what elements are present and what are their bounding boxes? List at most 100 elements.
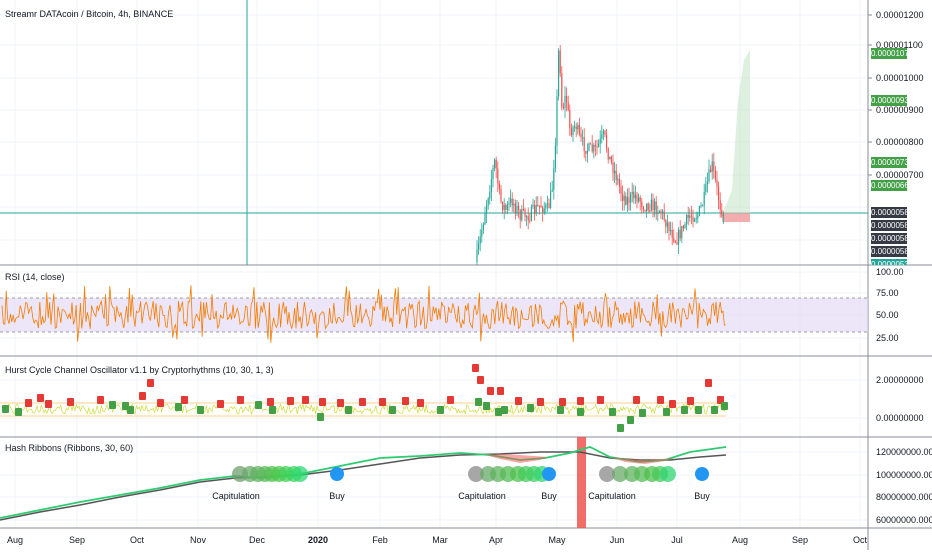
price-tag: 0.00000531 — [871, 259, 907, 265]
candle-body — [689, 215, 691, 218]
candle-body — [559, 50, 561, 74]
capitulation-fill — [610, 457, 675, 464]
candle-body — [534, 205, 536, 214]
time-axis-label: Aug — [732, 535, 748, 545]
candle-body — [666, 222, 668, 227]
candle-body — [626, 197, 628, 205]
hash-axis-label: 120000000.00000000 — [876, 447, 932, 457]
candle-body — [511, 198, 513, 206]
candle-body — [614, 170, 616, 174]
hurst-sell-marker — [497, 387, 504, 395]
hurst-buy-marker — [627, 416, 634, 424]
hurst-sell-marker — [287, 397, 294, 405]
hurst-sell-marker — [657, 396, 664, 404]
candle-body — [628, 197, 630, 203]
hurst-buy-marker — [15, 408, 22, 416]
candle-body — [540, 205, 542, 208]
candle-body — [674, 241, 676, 243]
hurst-sell-marker — [537, 398, 544, 406]
candle-body — [492, 168, 494, 180]
candle-body — [572, 126, 574, 136]
candle-body — [591, 144, 593, 152]
buy-dot — [542, 467, 556, 481]
hurst-sell-marker — [337, 399, 344, 407]
hurst-sell-marker — [157, 399, 164, 407]
candle-body — [711, 161, 713, 173]
rsi-axis-label: 25.00 — [876, 333, 899, 343]
hurst-buy-marker — [255, 401, 262, 409]
price-tag: 0.00000662 — [871, 180, 914, 191]
candle-body — [566, 96, 568, 103]
hurst-sell-marker — [302, 396, 309, 404]
price-tag: 0.00000582 — [871, 233, 914, 244]
time-axis-label: Jul — [671, 535, 683, 545]
candle-body — [548, 203, 550, 208]
candle-body — [494, 159, 496, 169]
hash-pane-title: Hash Ribbons (Ribbons, 30, 60) — [5, 443, 134, 453]
hurst-buy-marker — [501, 406, 508, 414]
candle-body — [687, 214, 689, 218]
candle-body — [526, 216, 528, 218]
candle-body — [630, 194, 632, 203]
candle-body — [612, 162, 614, 174]
candle-body — [705, 184, 707, 193]
candle-body — [545, 204, 547, 209]
rsi-axis-label: 50.00 — [876, 310, 899, 320]
price-axis-label: 0.00000900 — [876, 105, 924, 115]
candle-body — [625, 195, 627, 205]
hurst-sell-marker — [559, 398, 566, 406]
hurst-buy-marker — [527, 404, 534, 412]
candle-body — [479, 236, 481, 244]
candle-body — [590, 143, 592, 145]
candle-body — [495, 159, 497, 169]
candle-body — [606, 134, 608, 148]
time-axis-label: Mar — [432, 535, 448, 545]
candle-body — [639, 197, 641, 202]
hurst-buy-marker — [109, 401, 116, 409]
candle-body — [489, 191, 491, 199]
candle-body — [646, 203, 648, 211]
hurst-axis-label: 0.00000000 — [876, 413, 924, 423]
price-tag: 0.00001074 — [871, 48, 914, 59]
candle-body — [617, 178, 619, 180]
candle-body — [529, 220, 531, 222]
buy-dot — [330, 467, 344, 481]
candle-body — [679, 229, 681, 239]
candle-body — [700, 205, 702, 207]
candle-body — [690, 215, 692, 217]
candle-body — [641, 201, 643, 207]
price-axis-label: 0.00001000 — [876, 73, 924, 83]
candle-body — [522, 209, 524, 211]
hash-signal-label: Buy — [329, 491, 345, 501]
candle-body — [538, 205, 540, 207]
hurst-buy-marker — [721, 402, 728, 410]
candle-body — [508, 202, 510, 205]
candle-body — [602, 130, 604, 135]
candle-body — [694, 219, 696, 222]
hurst-sell-marker — [237, 396, 244, 404]
capitulation-dot — [660, 466, 676, 482]
price-tag: 0.00000582 — [871, 246, 914, 257]
hurst-buy-marker — [475, 398, 482, 406]
hurst-buy-marker — [711, 406, 718, 414]
candle-body — [588, 143, 590, 151]
candle-body — [481, 230, 483, 237]
candle-body — [503, 204, 505, 211]
time-axis-label: Feb — [372, 535, 388, 545]
candle-body — [506, 204, 508, 210]
candle-body — [593, 144, 595, 152]
hash-signal-label: Capitulation — [588, 491, 636, 501]
hurst-buy-marker — [617, 424, 624, 432]
price-axis-label: 0.00001100 — [876, 40, 923, 50]
hurst-buy-marker — [175, 403, 182, 411]
hurst-sell-marker — [319, 398, 326, 406]
candle-body — [583, 137, 585, 152]
time-axis-label: Sep — [792, 535, 808, 545]
candle-body — [490, 179, 492, 192]
hurst-buy-marker — [663, 408, 670, 416]
candle-body — [556, 96, 558, 146]
candle-body — [703, 192, 705, 206]
candle-body — [636, 194, 638, 202]
candle-body — [524, 209, 526, 217]
